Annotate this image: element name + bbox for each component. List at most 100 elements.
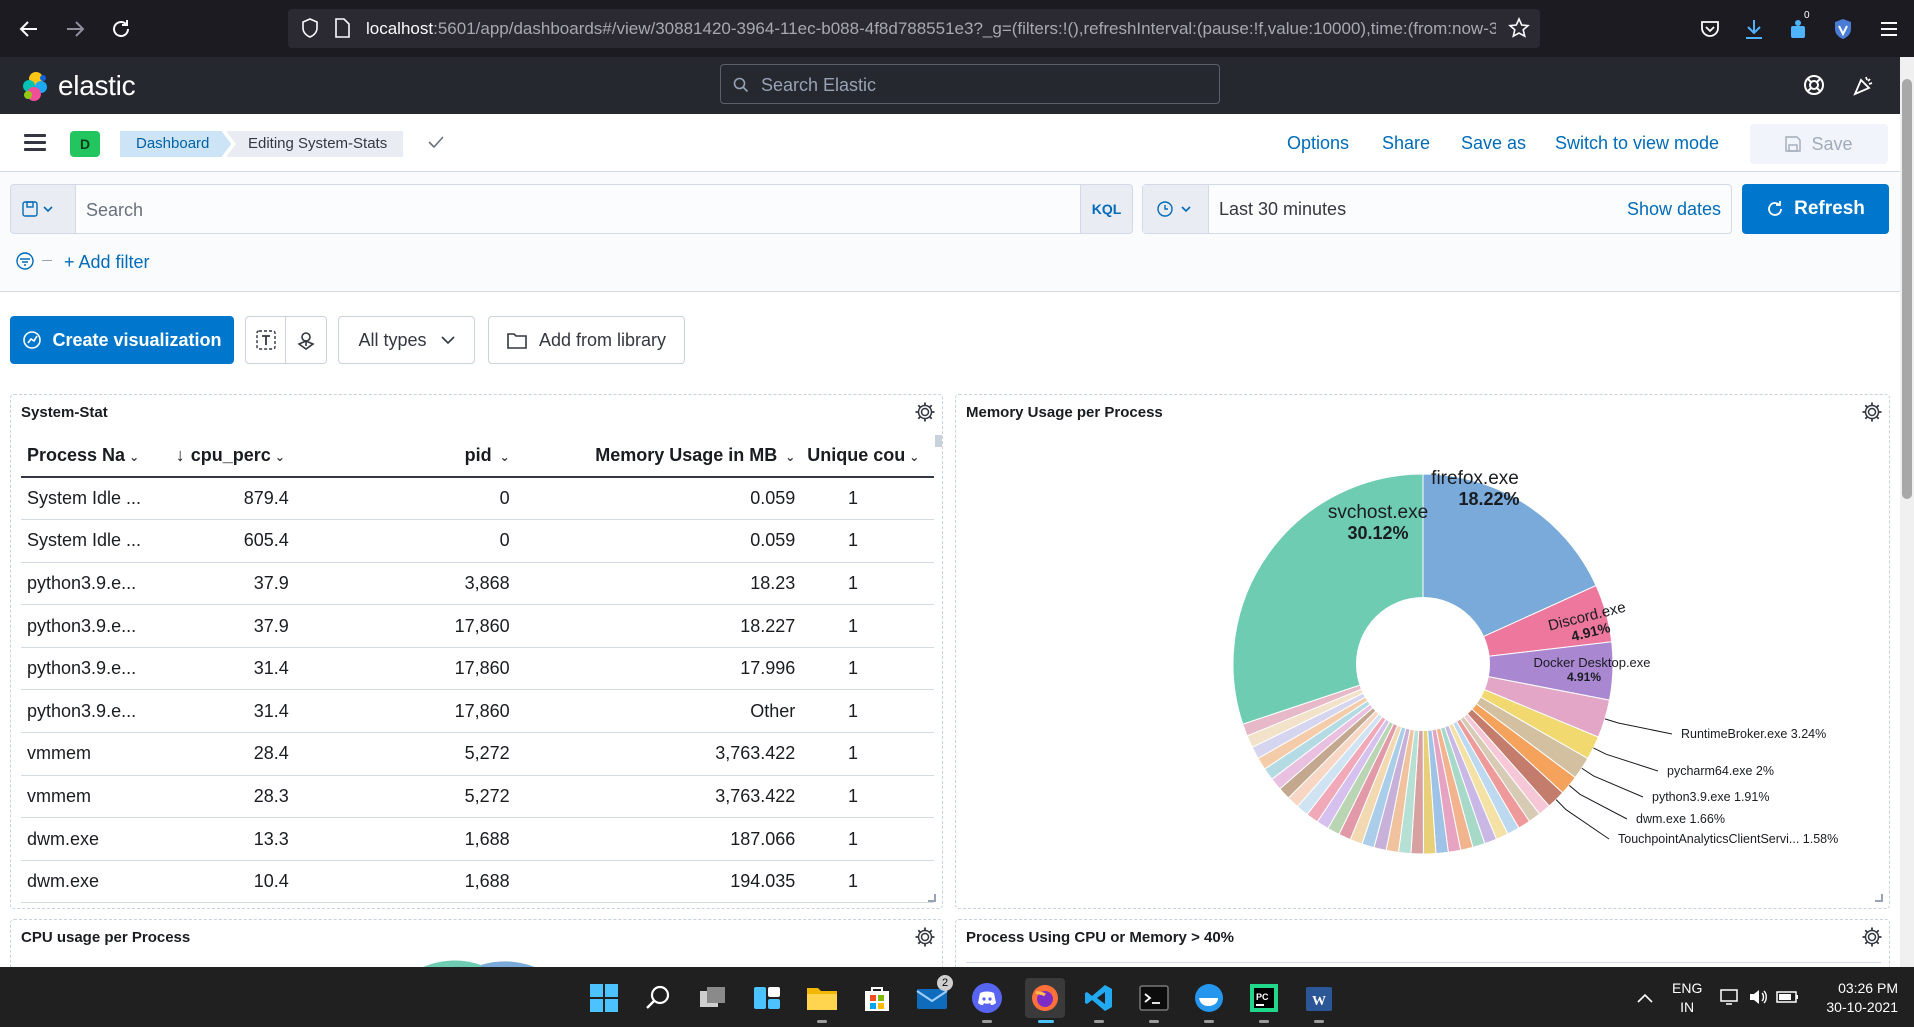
resize-handle[interactable]: [928, 894, 936, 902]
column-header-cpu-percent[interactable]: ↓ cpu_perc ⌄: [169, 435, 295, 478]
query-placeholder: Search: [86, 200, 144, 220]
resize-handle[interactable]: [1875, 894, 1883, 902]
refresh-button[interactable]: Refresh: [1742, 184, 1889, 234]
breadcrumb-dashboard[interactable]: Dashboard: [120, 131, 231, 157]
table-header-row: Process Na ⌄ ↓ cpu_perc ⌄ pid ⌄ Memory Usage…: [21, 435, 934, 478]
gear-icon[interactable]: [1859, 399, 1885, 425]
cell-pid: 3,868: [294, 562, 516, 606]
all-types-dropdown[interactable]: All types: [338, 316, 475, 364]
time-picker[interactable]: Last 30 minutes Show dates: [1142, 184, 1732, 234]
saved-query-menu[interactable]: [10, 184, 76, 234]
task-view-icon[interactable]: [696, 981, 730, 1015]
forward-arrow-icon[interactable]: [58, 12, 92, 46]
extension-icon[interactable]: 0: [1781, 10, 1815, 46]
panel-title: Process Using CPU or Memory > 40%: [966, 929, 1235, 946]
create-visualization-label: Create visualization: [52, 329, 222, 350]
file-explorer-icon[interactable]: [805, 981, 839, 1015]
newsfeed-icon[interactable]: [1850, 71, 1878, 99]
docker-icon[interactable]: [1192, 981, 1226, 1015]
elastic-logo[interactable]: elastic: [20, 70, 136, 102]
cell-memory: 18.227: [515, 604, 802, 648]
system-stat-panel: System-Stat Process Na ⌄ ↓ cpu_perc ⌄ pid ⌄ …: [10, 394, 943, 909]
cell-unique-count: 1: [801, 860, 934, 904]
switch-to-view-mode-link[interactable]: Switch to view mode: [1555, 133, 1720, 153]
page-scrollbar[interactable]: [1900, 57, 1914, 967]
clock[interactable]: 03:26 PM 30-10-2021: [1822, 979, 1898, 1017]
options-link[interactable]: Options: [1287, 133, 1350, 153]
column-header-process-name[interactable]: Process Na ⌄: [21, 435, 170, 478]
shield-icon[interactable]: [300, 18, 320, 38]
add-from-library-button[interactable]: Add from library: [488, 316, 685, 364]
table-row: vmmem 28.3 5,272 3,763.422 1: [21, 775, 934, 819]
time-range-value[interactable]: Last 30 minutes: [1219, 199, 1347, 219]
address-bar[interactable]: localhost:5601/app/dashboards#/view/3088…: [288, 9, 1540, 48]
leader-line: [1593, 747, 1659, 772]
widgets-icon[interactable]: [750, 981, 784, 1015]
terminal-icon[interactable]: [1137, 981, 1171, 1015]
start-icon[interactable]: [587, 981, 621, 1015]
cell-process-name: python3.9.e...: [21, 604, 170, 648]
vscode-icon[interactable]: [1082, 981, 1116, 1015]
gear-icon[interactable]: [912, 399, 938, 425]
save-button[interactable]: Save: [1750, 124, 1888, 164]
add-from-library-label: Add from library: [538, 329, 667, 350]
search-icon[interactable]: [641, 981, 675, 1015]
column-header-memory[interactable]: Memory Usage in MB ⌄: [515, 435, 802, 478]
save-as-link[interactable]: Save as: [1461, 133, 1527, 153]
maps-icon[interactable]: [286, 317, 326, 363]
battery-icon[interactable]: [1776, 987, 1800, 1007]
memory-usage-panel: Memory Usage per Process svchost.exe 30.…: [955, 394, 1890, 909]
gear-icon[interactable]: [1859, 924, 1885, 950]
label-docker-pct: 4.91%: [1567, 670, 1601, 684]
clock-date: 30-10-2021: [1826, 999, 1898, 1015]
pie-chart[interactable]: svchost.exe 30.12% firefox.exe 18.22% Di…: [956, 395, 1890, 909]
filter-icon[interactable]: [14, 250, 36, 272]
url-text[interactable]: localhost:5601/app/dashboards#/view/3088…: [366, 19, 1496, 38]
space-avatar[interactable]: D: [70, 131, 100, 157]
panel-title: CPU usage per Process: [21, 929, 191, 946]
network-icon[interactable]: [1720, 987, 1740, 1007]
volume-icon[interactable]: [1748, 987, 1768, 1007]
check-icon[interactable]: [426, 132, 446, 152]
save-icon: [1785, 136, 1802, 152]
save-label: Save: [1811, 133, 1853, 154]
language-indicator[interactable]: ENG IN: [1672, 980, 1703, 1015]
clock-time: 03:26 PM: [1838, 980, 1898, 996]
create-visualization-button[interactable]: Create visualization: [10, 316, 234, 364]
global-search[interactable]: Search Elastic: [720, 64, 1220, 104]
chevron-up-icon[interactable]: [1636, 989, 1654, 1007]
help-icon[interactable]: [1800, 71, 1828, 99]
store-icon[interactable]: [860, 981, 894, 1015]
text-markdown-icon[interactable]: [246, 317, 287, 363]
cell-unique-count: 1: [801, 477, 934, 521]
table-scrollbar[interactable]: [935, 435, 942, 447]
gear-icon[interactable]: [912, 924, 938, 950]
nav-menu-icon[interactable]: [24, 134, 46, 152]
cell-memory: Other: [515, 689, 802, 734]
reload-icon[interactable]: [104, 12, 138, 46]
table-row: python3.9.e... 37.9 17,860 18.227 1: [21, 604, 934, 648]
panel-title: Memory Usage per Process: [966, 404, 1163, 421]
table-row: System Idle ... 879.4 0 0.059 1: [21, 477, 934, 521]
share-link[interactable]: Share: [1382, 133, 1431, 153]
column-header-pid[interactable]: pid ⌄: [294, 435, 516, 478]
bookmark-star-icon[interactable]: [1508, 17, 1530, 39]
query-input[interactable]: Search: [76, 184, 1081, 234]
quick-time-menu[interactable]: [1143, 185, 1209, 233]
add-filter-link[interactable]: + Add filter: [64, 252, 150, 272]
discord-icon[interactable]: [970, 981, 1004, 1015]
mail-icon[interactable]: 2: [915, 975, 953, 1015]
pocket-icon[interactable]: [1693, 12, 1727, 46]
column-header-unique-count[interactable]: Unique cou ⌄: [801, 435, 934, 478]
show-dates-link[interactable]: Show dates: [1626, 199, 1721, 219]
download-icon[interactable]: [1737, 12, 1771, 46]
kql-language-toggle[interactable]: KQL: [1081, 184, 1133, 234]
cell-process-name: System Idle ...: [21, 519, 170, 563]
cell-unique-count: 1: [801, 817, 934, 861]
pycharm-icon[interactable]: PC: [1247, 981, 1281, 1015]
back-arrow-icon[interactable]: [12, 12, 46, 46]
wordpad-icon[interactable]: W: [1302, 981, 1336, 1015]
firefox-icon[interactable]: [1025, 978, 1065, 1018]
menu-hamburger-icon[interactable]: [1872, 12, 1906, 46]
vpn-shield-icon[interactable]: [1826, 12, 1860, 46]
